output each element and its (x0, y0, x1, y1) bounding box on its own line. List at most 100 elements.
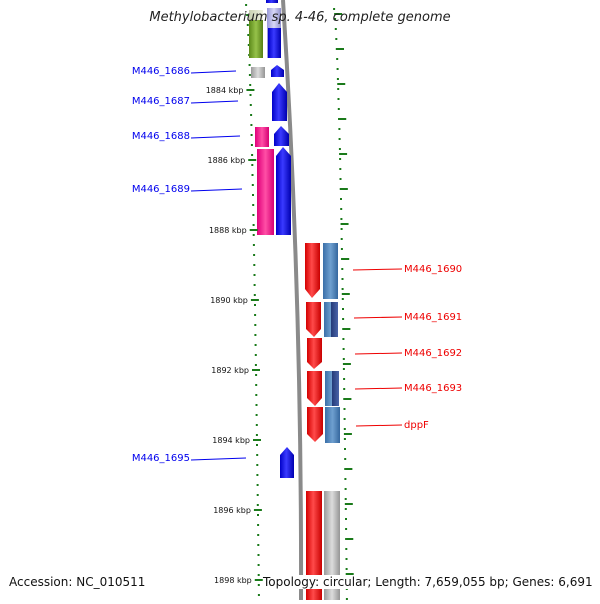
ruler-dot (254, 334, 257, 336)
ruler-dot (340, 238, 343, 240)
ruler-ticks: 1884 kbp 1886 kbp 1888 kbp 1890 kbp 1892 kbp… (206, 86, 263, 585)
ruler-dots-left (245, 4, 260, 596)
gene-label-left[interactable]: M446_1687 (132, 96, 190, 107)
feature-1689-arrow (276, 147, 291, 235)
ruler-dot (257, 514, 259, 516)
ruler-dot (247, 34, 250, 36)
feature-dppF-steel (325, 407, 340, 443)
ruler-dot (250, 134, 253, 136)
ruler-tick-label: 1896 kbp (213, 506, 251, 515)
ruler-dot (343, 428, 346, 430)
left-strand-features (249, 0, 294, 478)
ruler-dot (343, 378, 346, 380)
ruler-dot (257, 584, 260, 586)
ruler-dot (341, 288, 344, 290)
ruler-dot (340, 228, 343, 230)
ruler-dot (257, 534, 260, 536)
ruler-dot (251, 154, 254, 156)
ruler-dot (344, 488, 347, 490)
gene-label-right[interactable]: M446_1693 (404, 383, 462, 394)
ruler-dot (252, 244, 255, 246)
gene-label-right[interactable]: dppF (404, 420, 429, 431)
ruler-dot (256, 454, 259, 456)
ruler-dot (345, 528, 348, 530)
feature-1693-arrow (307, 371, 322, 406)
ruler-dot (341, 278, 344, 280)
ruler-dot (245, 4, 248, 6)
ruler-dot (342, 358, 345, 360)
ruler-dot (255, 404, 258, 406)
feature-bottom-red (306, 491, 322, 600)
ruler-dot (340, 218, 343, 220)
ruler-dot (345, 568, 348, 570)
ruler-dot (249, 84, 252, 86)
ruler-dot (255, 384, 258, 386)
feature-1690-steel (323, 243, 338, 299)
ruler-dot (257, 544, 260, 546)
ruler-tick-label: 1886 kbp (208, 156, 246, 165)
ruler-dot (342, 308, 344, 310)
feature-1691-arrow (306, 302, 321, 337)
feature-1693-dark (332, 371, 339, 406)
ruler-dot (342, 368, 345, 370)
ruler-dot (253, 264, 256, 266)
ruler-dot (255, 374, 258, 376)
ruler-dot (338, 148, 341, 150)
ruler-dot (344, 478, 347, 480)
ruler-dot (257, 524, 260, 526)
ruler-dot (253, 294, 256, 296)
ruler-dot (342, 348, 345, 350)
genome-summary-label: Topology: circular; Length: 7,659,055 bp… (263, 575, 593, 589)
ruler-dot (336, 58, 339, 60)
callout-line-left (190, 188, 243, 192)
gene-label-left[interactable]: M446_1686 (132, 66, 190, 77)
ruler-dot (345, 558, 348, 560)
gene-label-left[interactable]: M446_1688 (132, 131, 190, 142)
ruler-dots-right (333, 8, 354, 600)
ruler-dot (336, 68, 339, 70)
ruler-dot (254, 354, 257, 356)
gene-label-right[interactable]: M446_1691 (404, 312, 462, 323)
ruler-dot (343, 438, 346, 440)
ruler-dot (345, 588, 348, 590)
ruler-dot (255, 434, 258, 436)
ruler-dot (248, 64, 251, 66)
ruler-dot (257, 564, 260, 566)
ruler-dot (343, 388, 346, 390)
ruler-dot (254, 314, 257, 316)
gene-label-left[interactable]: M446_1695 (132, 453, 190, 464)
ruler-dot (345, 548, 348, 550)
gene-label-right[interactable]: M446_1690 (404, 264, 462, 275)
ruler-dot (255, 414, 258, 416)
ruler-dot (252, 214, 255, 216)
ruler-dot (256, 484, 259, 486)
ruler-dot (251, 174, 254, 176)
feature-1690-arrow (305, 243, 320, 298)
callout-line-left (190, 457, 247, 461)
ruler-dot (252, 234, 255, 236)
ruler-dot (255, 424, 258, 426)
gene-label-left[interactable]: M446_1689 (132, 184, 190, 195)
feature-1688-pink (255, 127, 269, 147)
ruler-dot (253, 254, 256, 256)
ruler-dot (342, 318, 345, 320)
ruler-dot (339, 168, 342, 170)
callout-line-right (354, 387, 403, 390)
ruler-dot (341, 268, 344, 270)
feature-1691-dark (331, 302, 338, 337)
ruler-dot (336, 78, 339, 80)
ruler-dot (249, 104, 252, 106)
ruler-dot (338, 138, 341, 140)
ruler-dot (246, 14, 249, 16)
map-title: Methylobacterium sp. 4-46, complete geno… (149, 10, 451, 25)
ruler-dot (341, 298, 344, 300)
ruler-dot (251, 184, 254, 186)
callout-line-left (190, 135, 241, 139)
gene-label-right[interactable]: M446_1692 (404, 348, 462, 359)
ruler-tick-label: 1890 kbp (210, 296, 248, 305)
ruler-dot (257, 554, 260, 556)
ruler-dot (338, 128, 341, 130)
ruler-dot (345, 598, 348, 600)
ruler-dot (256, 474, 259, 476)
